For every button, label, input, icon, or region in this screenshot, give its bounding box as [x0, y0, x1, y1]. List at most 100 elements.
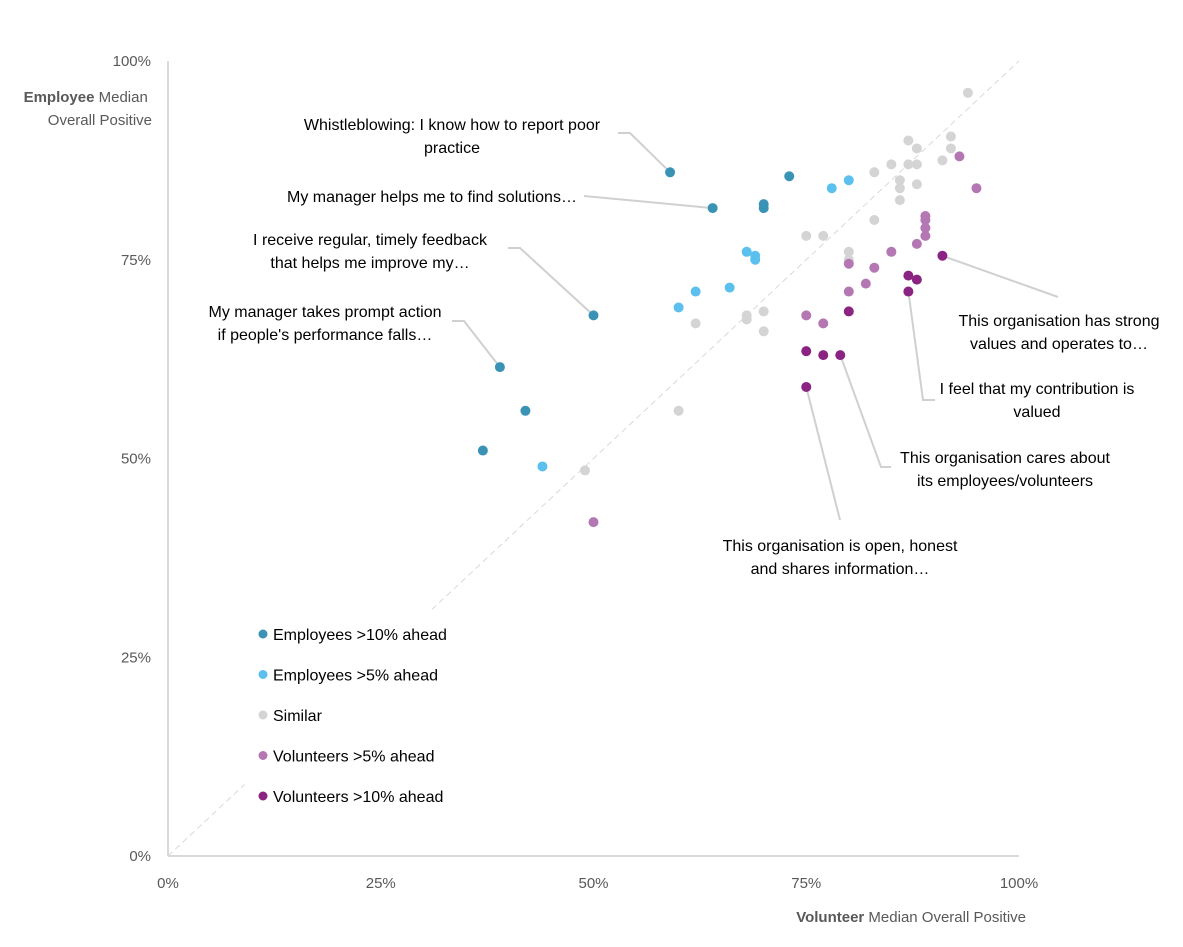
legend-label: Similar: [273, 708, 323, 725]
annotation-leader-line: [508, 247, 595, 317]
x-axis-title: Volunteer Median Overall Positive: [796, 909, 1026, 926]
annotation-leaders: [452, 132, 1059, 521]
data-point: [954, 151, 965, 162]
data-point: [894, 183, 905, 194]
reference-line-layer: [167, 60, 1020, 857]
annotation-label: This organisation cares about its employe…: [900, 450, 1110, 490]
data-point: [843, 175, 854, 186]
data-point: [707, 203, 718, 214]
y-axis-title-bold: Employee: [24, 89, 95, 106]
annotation-label-line: I feel that my contribution is: [940, 381, 1135, 398]
data-point: [741, 314, 752, 325]
annotation-leader-line: [452, 320, 501, 368]
annotation-label: My manager helps me to find solutions…: [287, 189, 577, 206]
annotation-label-line: and shares information…: [751, 561, 930, 578]
annotation-label-line: This organisation has strong: [959, 313, 1160, 330]
data-point: [818, 318, 829, 329]
y-axis-title-line2: Overall Positive: [48, 112, 152, 129]
annotation-label: My manager takes prompt action if people'…: [209, 304, 442, 344]
reference-line-segment: [167, 784, 245, 857]
data-point: [843, 286, 854, 297]
data-point: [758, 199, 769, 210]
x-axis-title-bold: Volunteer: [796, 909, 864, 926]
annotation-label-line: This organisation is open, honest: [723, 538, 958, 555]
data-point: [741, 246, 752, 257]
data-point: [843, 246, 854, 257]
annotation-label-line: This organisation cares about: [900, 450, 1110, 467]
annotation-label-line: My manager takes prompt action: [209, 304, 442, 321]
data-point: [690, 286, 701, 297]
legend-item: Volunteers >5% ahead: [258, 749, 434, 766]
data-point: [911, 179, 922, 190]
x-tick-label: 100%: [1000, 875, 1038, 892]
data-point: [690, 318, 701, 329]
data-point: [673, 405, 684, 416]
data-point: [886, 246, 897, 257]
data-point: [920, 222, 931, 233]
data-point: [758, 326, 769, 337]
legend-marker: [258, 791, 268, 801]
data-point: [801, 230, 812, 241]
annotation-label-line: if people's performance falls…: [218, 327, 433, 344]
annotation-label: This organisation has strong values and o…: [959, 313, 1160, 353]
data-point: [801, 381, 812, 392]
annotation-leader-line: [839, 354, 891, 468]
annotation-label-line: valued: [1013, 404, 1060, 421]
data-point: [784, 171, 795, 182]
y-tick-label: 25%: [121, 649, 151, 666]
legend-marker: [258, 670, 268, 679]
annotation-leader-line: [907, 291, 935, 401]
legend-item: Similar: [258, 708, 323, 725]
y-tick-label: 50%: [121, 451, 151, 468]
annotation-label-line: that helps me improve my…: [270, 255, 469, 272]
y-tick-label: 100%: [113, 53, 151, 70]
data-point: [801, 310, 812, 321]
annotation-label: I receive regular, timely feedback that h…: [253, 232, 488, 272]
legend-label: Employees >5% ahead: [273, 668, 438, 685]
data-point: [494, 362, 505, 373]
data-point: [537, 461, 548, 472]
annotation-leader-line: [942, 254, 1059, 298]
legend-item: Employees >10% ahead: [258, 627, 447, 644]
data-point: [588, 517, 599, 528]
data-point: [962, 87, 973, 98]
data-point: [894, 175, 905, 186]
annotation-label-line: I receive regular, timely feedback: [253, 232, 488, 249]
legend-item: Employees >5% ahead: [258, 668, 438, 685]
data-point: [937, 250, 948, 261]
data-point: [826, 183, 837, 194]
data-point: [903, 135, 914, 146]
axes: [167, 61, 1019, 857]
data-point: [801, 346, 812, 357]
x-tick-label: 50%: [578, 875, 608, 892]
legend-item: Volunteers >10% ahead: [258, 789, 443, 806]
data-point: [673, 302, 684, 313]
y-axis-title: Employee Median Overall Positive: [24, 89, 152, 129]
legend-label: Volunteers >10% ahead: [273, 789, 443, 806]
data-point: [971, 183, 982, 194]
data-point: [903, 159, 914, 170]
annotation-label-line: Whistleblowing: I know how to report poo…: [304, 117, 601, 134]
y-tick-label: 0%: [129, 848, 151, 865]
annotation-leader-line: [618, 132, 671, 174]
data-point: [869, 215, 880, 225]
data-point: [869, 167, 880, 178]
legend: Employees >10% ahead Employees >5% ahead S…: [258, 627, 447, 806]
annotation-label: I feel that my contribution is valued: [940, 381, 1135, 421]
annotation-label-line: My manager helps me to find solutions…: [287, 189, 577, 206]
annotation-label: This organisation is open, honest and sha…: [723, 538, 958, 578]
data-point: [869, 262, 880, 273]
data-point: [886, 159, 897, 170]
data-point: [843, 306, 854, 317]
annotation-leader-line: [805, 386, 841, 521]
data-point: [818, 230, 829, 241]
data-point: [894, 195, 905, 206]
data-point: [588, 310, 599, 321]
annotation-label-line: practice: [424, 140, 480, 157]
legend-label: Volunteers >5% ahead: [273, 749, 434, 766]
data-point: [937, 155, 948, 166]
y-tick-label: 75%: [121, 252, 151, 269]
data-point: [835, 350, 846, 361]
data-point: [911, 159, 922, 170]
